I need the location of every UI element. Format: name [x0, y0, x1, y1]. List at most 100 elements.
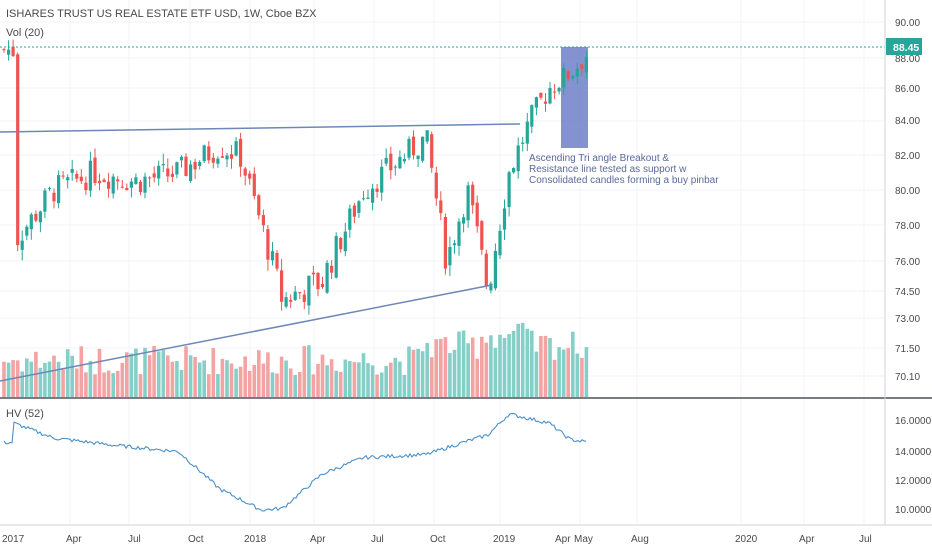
candle-body	[25, 226, 29, 236]
price-tick-label: 90.00	[895, 18, 920, 29]
candle-body	[289, 299, 293, 302]
candle-body	[7, 49, 11, 55]
volume-bar	[320, 354, 325, 397]
volume-bar	[389, 362, 393, 397]
volume-bar	[29, 361, 34, 397]
volume-bar	[175, 361, 179, 397]
volume-bar	[425, 343, 429, 397]
candle-body	[352, 205, 356, 217]
volume-bar	[539, 336, 543, 397]
candle-body	[307, 275, 311, 306]
candle-body	[584, 57, 588, 73]
candle-body	[507, 172, 511, 207]
candle-body	[20, 240, 24, 250]
candle-body	[389, 153, 393, 171]
volume-bar	[61, 367, 65, 397]
price-tick-label: 80.00	[895, 186, 920, 197]
candle-body	[179, 156, 184, 161]
volume-bar	[520, 322, 525, 397]
candle-body	[234, 141, 238, 156]
price-axis[interactable]: 90.00 88.00 86.00 84.00 82.00 80.00 78.0…	[895, 18, 920, 383]
time-tick-label: Aug	[631, 534, 649, 545]
candle-body	[125, 187, 129, 191]
candle-body	[448, 247, 452, 266]
candle-body	[311, 272, 315, 275]
volume-bar	[411, 349, 416, 397]
hv-legend[interactable]: HV (52)	[6, 408, 44, 420]
candle-body	[562, 67, 566, 88]
volume-bar	[338, 371, 343, 397]
candle-body	[57, 175, 61, 204]
candle-body	[38, 211, 42, 223]
candle-body	[261, 215, 265, 226]
volume-bar	[507, 334, 511, 397]
volume-bar	[65, 349, 70, 397]
time-tick-label: Jul	[128, 534, 141, 545]
volume-legend[interactable]: Vol (20)	[6, 27, 44, 39]
volume-bar	[266, 352, 270, 397]
volume-bar	[348, 361, 352, 397]
volume-bar	[420, 351, 425, 397]
time-tick-label: Jul	[859, 534, 872, 545]
candle-body	[257, 195, 261, 216]
chart-title[interactable]: ISHARES TRUST US REAL ESTATE ETF USD, 1W…	[6, 8, 317, 20]
volume-bar	[75, 368, 79, 397]
candle-body	[170, 173, 174, 177]
candle-body	[116, 179, 120, 182]
candle-body	[293, 291, 297, 300]
candle-body	[521, 142, 525, 144]
candle-body	[475, 202, 479, 227]
grid	[0, 0, 885, 525]
candle-body	[393, 166, 397, 168]
candle-body	[280, 270, 284, 302]
hv-axis[interactable]: 16.0000 14.0000 12.0000 10.0000	[895, 416, 932, 516]
volume-bar	[2, 361, 6, 397]
candle-body	[93, 157, 97, 183]
consolidation-highlight[interactable]	[561, 47, 588, 148]
volume-bar	[275, 373, 279, 397]
candle-body	[70, 169, 74, 173]
candle-body	[330, 265, 334, 273]
volume-bar	[93, 374, 97, 397]
volume-bar	[193, 357, 197, 397]
volume-bar	[357, 362, 361, 397]
volume-bar	[375, 374, 379, 397]
volume-bar	[370, 365, 375, 397]
volume-bar	[47, 361, 52, 397]
candle-body	[202, 145, 206, 162]
candle-body	[111, 176, 115, 194]
volume-bar	[452, 349, 457, 397]
volume-bar	[170, 361, 175, 397]
candle-body	[471, 184, 475, 206]
candle-body	[457, 221, 461, 246]
annotation-line-1: Ascending Tri angle Breakout &	[529, 153, 669, 164]
candle-body	[502, 208, 507, 230]
volume-bar	[147, 355, 152, 397]
volume-bar	[475, 358, 479, 397]
candle-body	[348, 208, 352, 230]
volume-bar	[571, 331, 575, 397]
candle-body	[466, 185, 470, 221]
volume-bar	[329, 359, 334, 397]
volume-bar	[530, 330, 534, 397]
candle-body	[2, 49, 6, 51]
volume-bar	[534, 351, 539, 397]
candle-body	[553, 91, 557, 93]
time-axis[interactable]: 2017 Apr Jul Oct 2018 Apr Jul Oct 2019 A…	[2, 534, 872, 545]
volume-bar	[288, 368, 293, 397]
candle-body	[193, 161, 197, 170]
volume-bar	[79, 346, 84, 397]
volume-bar	[311, 374, 316, 397]
volume-bar	[584, 347, 589, 397]
candle-body	[102, 179, 106, 182]
candle-body	[548, 88, 552, 104]
volume-bar	[316, 363, 320, 397]
candle-body	[157, 165, 161, 179]
volume-bar	[261, 363, 266, 397]
resistance-trendline[interactable]	[0, 123, 521, 133]
volume-bar	[70, 355, 74, 397]
time-tick-label: Oct	[188, 534, 204, 545]
support-trendline[interactable]	[0, 284, 493, 382]
